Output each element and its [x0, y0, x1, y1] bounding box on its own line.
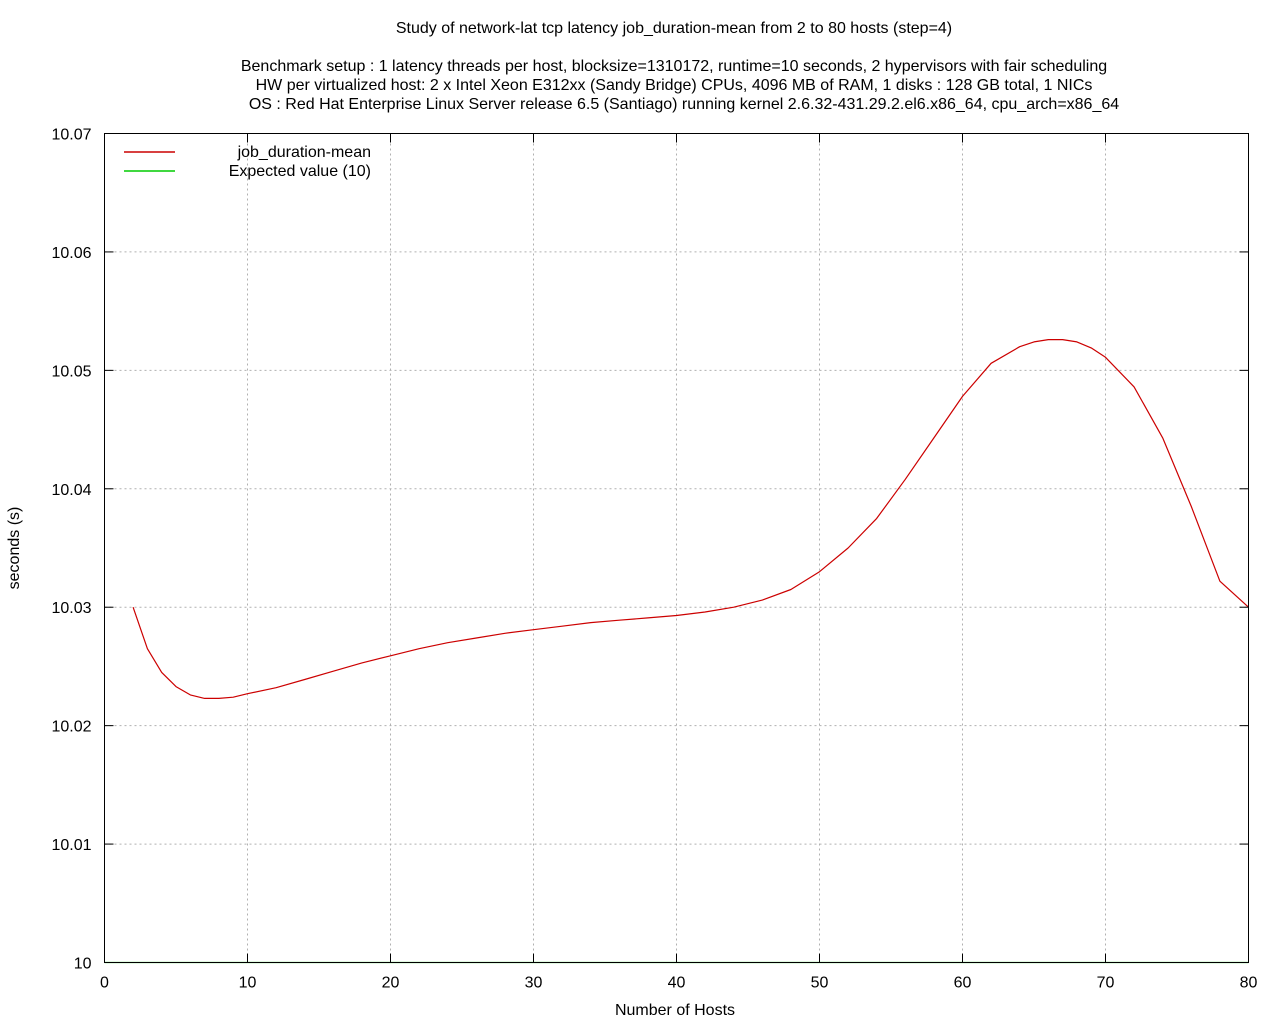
y-tick-label: 10.06 [51, 245, 91, 262]
y-tick-label: 10.07 [51, 127, 91, 144]
x-tick-label: 50 [811, 975, 829, 992]
series-line-job-duration-mean [132, 339, 1249, 700]
y-tick-label: 10 [74, 956, 92, 973]
plot-frame [104, 133, 1249, 963]
chart-subtitle-line-2: HW per virtualized host: 2 x Intel Xeon … [256, 77, 1093, 94]
chart-subtitle-line-1: Benchmark setup : 1 latency threads per … [241, 58, 1107, 75]
y-tick-label: 10.01 [51, 837, 91, 854]
legend-entry-expected-value-label: Expected value (10) [229, 163, 371, 180]
x-tick-label: 10 [239, 975, 257, 992]
x-tick-label: 0 [100, 975, 109, 992]
legend-entry-job-duration-mean-label: job_duration-mean [237, 144, 371, 161]
x-tick-label: 60 [954, 975, 972, 992]
x-tick-label: 30 [525, 975, 543, 992]
x-tick-label: 70 [1097, 975, 1115, 992]
x-tick-label: 80 [1240, 975, 1258, 992]
chart-subtitle-line-3: OS : Red Hat Enterprise Linux Server rel… [249, 96, 1119, 113]
x-tick-label: 20 [382, 975, 400, 992]
y-tick-label: 10.05 [51, 363, 91, 380]
y-tick-label: 10.03 [51, 600, 91, 617]
legend: job_duration-mean Expected value (10) [124, 144, 371, 180]
grid [104, 133, 1249, 963]
y-tick-label: 10.04 [51, 482, 91, 499]
x-tick-label: 40 [668, 975, 686, 992]
chart-title: Study of network-lat tcp latency job_dur… [396, 20, 952, 37]
y-tick-label: 10.02 [51, 719, 91, 736]
ticks: 0 10 20 30 40 50 60 70 80 10 10.01 10.02 10.03 10.04 1… [51, 127, 1257, 992]
x-axis-label: Number of Hosts [615, 1002, 735, 1019]
y-axis-label: seconds (s) [6, 507, 23, 590]
